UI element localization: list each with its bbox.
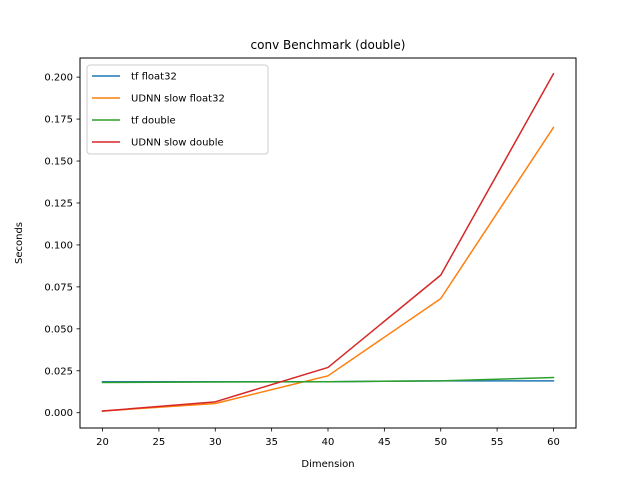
x-tick-label: 60 (547, 437, 560, 448)
y-tick-label: 0.150 (44, 157, 73, 168)
y-tick-label: 0.000 (44, 408, 73, 419)
legend-label-udnn-slow-float32: UDNN slow float32 (131, 94, 225, 105)
y-tick-label: 0.075 (44, 282, 73, 293)
legend-label-tf-double: tf double (131, 116, 176, 127)
x-tick-label: 45 (378, 437, 391, 448)
y-axis: 0.000 0.025 0.050 0.075 0.100 0.125 0.150 0.175… (44, 73, 80, 419)
y-tick-label: 0.200 (44, 73, 73, 84)
x-tick-label: 55 (491, 437, 504, 448)
x-tick-label: 30 (209, 437, 222, 448)
legend-label-tf-float32: tf float32 (131, 72, 177, 83)
y-tick-label: 0.025 (44, 366, 73, 377)
series-line-udnn-slow-double (101, 72, 555, 412)
y-tick-label: 0.125 (44, 198, 73, 209)
series-layer (101, 72, 555, 412)
series-line-tf-double (101, 376, 555, 384)
y-tick-label: 0.175 (44, 115, 73, 126)
x-axis: 20 25 30 35 40 45 50 55 60 (96, 428, 560, 448)
x-axis-label: Dimension (301, 459, 354, 470)
x-tick-label: 20 (96, 437, 109, 448)
y-tick-label: 0.100 (44, 240, 73, 251)
y-axis-label: Seconds (14, 222, 25, 264)
x-tick-label: 50 (434, 437, 447, 448)
y-tick-label: 0.050 (44, 324, 73, 335)
legend-box (86, 64, 269, 155)
x-tick-label: 40 (322, 437, 335, 448)
x-tick-label: 35 (265, 437, 278, 448)
legend-label-udnn-slow-double: UDNN slow double (131, 138, 224, 149)
legend: tf float32 UDNN slow float32 tf double UDNN… (86, 64, 269, 155)
x-tick-label: 25 (153, 437, 166, 448)
chart-title: conv Benchmark (double) (251, 38, 406, 52)
series-line-udnn-slow-float32 (101, 126, 555, 412)
